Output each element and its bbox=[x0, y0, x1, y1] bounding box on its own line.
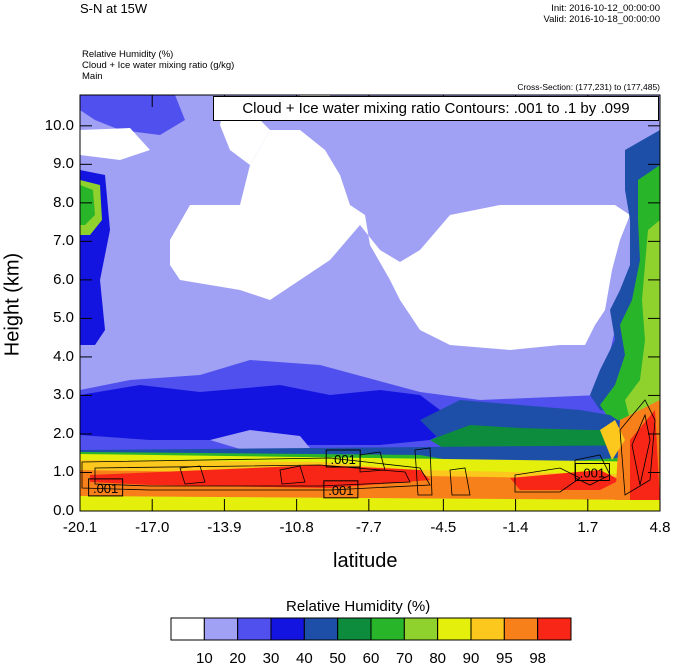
rh-region-lime-right bbox=[625, 220, 660, 420]
colorbar-swatch bbox=[470, 617, 505, 641]
colorbar-label: 60 bbox=[362, 650, 380, 667]
plot-frame bbox=[79, 94, 661, 512]
x-tick-label: 4.8 bbox=[649, 519, 671, 536]
rh-bl-surface bbox=[80, 496, 660, 511]
x-tick-label: -13.9 bbox=[207, 519, 242, 536]
cross-section-label: Cross-Section: (177,231) to (177,485) bbox=[517, 82, 660, 92]
rh-region-dry bbox=[170, 130, 630, 350]
contour-label-layer: .001 .001 .001 .001 bbox=[88, 449, 610, 499]
colorbar-swatch bbox=[537, 617, 572, 641]
y-tick-label: 8.0 bbox=[53, 193, 74, 211]
contour-label-text: .001 bbox=[331, 452, 356, 467]
cloud-contour-6 bbox=[514, 467, 581, 493]
colorbar bbox=[170, 617, 572, 641]
contour-label-text: .001 bbox=[580, 465, 605, 480]
colorbar-swatch bbox=[337, 617, 372, 641]
contour-label-text: .001 bbox=[328, 483, 353, 498]
colorbar-label: 30 bbox=[262, 650, 280, 667]
contour-label: .001 bbox=[325, 449, 361, 468]
x-tick-label: -1.4 bbox=[502, 519, 529, 536]
y-tick-label: 6.0 bbox=[53, 270, 74, 288]
x-tick-label: -10.8 bbox=[279, 519, 314, 536]
colorbar-swatch bbox=[503, 617, 539, 641]
y-tick-label: 0.0 bbox=[53, 502, 74, 519]
rh-bl-red-2 bbox=[510, 470, 620, 490]
chart-title: S-N at 15W bbox=[80, 1, 148, 16]
cloud-contours bbox=[81, 399, 656, 496]
y-tick-label: 1.0 bbox=[53, 463, 74, 481]
colorbar-swatch bbox=[203, 617, 239, 641]
colorbar-label: 90 bbox=[462, 650, 480, 667]
rh-region-light-patch bbox=[210, 430, 310, 452]
field-label-cloud: Cloud + Ice water mixing ratio (g/kg) bbox=[82, 60, 235, 71]
contour-label: .001 bbox=[323, 480, 359, 499]
cloud-contour-2 bbox=[94, 464, 411, 487]
cloud-contour-5 bbox=[449, 467, 471, 496]
x-tick-label: 1.7 bbox=[577, 519, 599, 536]
rh-region-dry-4 bbox=[80, 128, 150, 160]
y-tick-label: 5.0 bbox=[53, 309, 74, 327]
y-tick-label: 4.0 bbox=[53, 347, 74, 365]
colorbar-label: 20 bbox=[229, 650, 246, 667]
cloud-contour-8 bbox=[619, 399, 656, 496]
field-label-main: Main bbox=[82, 71, 103, 82]
rh-region-mid-top bbox=[80, 95, 185, 135]
colorbar-swatch bbox=[370, 617, 405, 641]
valid-time: Valid: 2016-10-18_00:00:00 bbox=[543, 14, 660, 25]
colorbar-swatch bbox=[237, 617, 272, 641]
colorbar-swatch bbox=[170, 617, 205, 641]
contour-label-box bbox=[574, 462, 610, 481]
rh-region-moist-left-core bbox=[80, 185, 95, 225]
colorbar-swatch bbox=[270, 617, 305, 641]
contour-label: .001 bbox=[88, 478, 124, 497]
colorbar-label: 10 bbox=[195, 650, 213, 667]
y-tick-label: 7.0 bbox=[53, 232, 74, 250]
colorbar-label: 95 bbox=[495, 650, 513, 667]
x-tick-label: -20.1 bbox=[62, 519, 98, 536]
colorbar-label: 80 bbox=[429, 650, 446, 667]
y-tick-label: 9.0 bbox=[53, 155, 74, 173]
contour-label-text: .001 bbox=[93, 481, 118, 496]
field-label-rh: Relative Humidity (%) bbox=[82, 49, 174, 60]
x-tick-label: -7.7 bbox=[355, 519, 382, 536]
rh-bl-red bbox=[90, 465, 430, 488]
x-tick-label: -4.5 bbox=[430, 519, 457, 536]
cloud-contour-4 bbox=[414, 447, 433, 496]
colorbar-swatch bbox=[437, 617, 472, 641]
colorbar-label: 50 bbox=[329, 650, 346, 667]
contour-label: .001 bbox=[574, 462, 610, 481]
x-axis-label: latitude bbox=[333, 550, 398, 572]
contour-info: Cloud + Ice water mixing ratio Contours:… bbox=[213, 96, 659, 121]
colorbar-swatch bbox=[303, 617, 339, 641]
rh-right-gold bbox=[600, 420, 625, 460]
cloud-contour-11 bbox=[279, 465, 306, 485]
contour-label-box bbox=[323, 480, 359, 499]
colorbar-label: 98 bbox=[529, 650, 546, 667]
y-axis-label: Height (km) bbox=[1, 252, 24, 357]
cloud-contour-3 bbox=[179, 465, 206, 485]
init-time: Init: 2016-10-12_00:00:00 bbox=[551, 3, 660, 14]
y-tick-label: 2.0 bbox=[53, 424, 74, 442]
contour-label-box bbox=[88, 478, 124, 497]
x-tick-label: -17.0 bbox=[135, 519, 170, 536]
rh-field bbox=[80, 95, 660, 511]
contour-label-box bbox=[325, 449, 361, 468]
y-tick-label: 10.0 bbox=[44, 116, 74, 134]
y-tick-label: 3.0 bbox=[53, 386, 74, 404]
cloud-contour-9 bbox=[631, 413, 651, 486]
rh-region-dark-band bbox=[80, 385, 460, 445]
colorbar-label: 40 bbox=[295, 650, 313, 667]
cloud-contour-1 bbox=[81, 457, 431, 491]
colorbar-swatch bbox=[403, 617, 439, 641]
colorbar-title: Relative Humidity (%) bbox=[286, 598, 431, 615]
colorbar-label: 70 bbox=[395, 650, 413, 667]
